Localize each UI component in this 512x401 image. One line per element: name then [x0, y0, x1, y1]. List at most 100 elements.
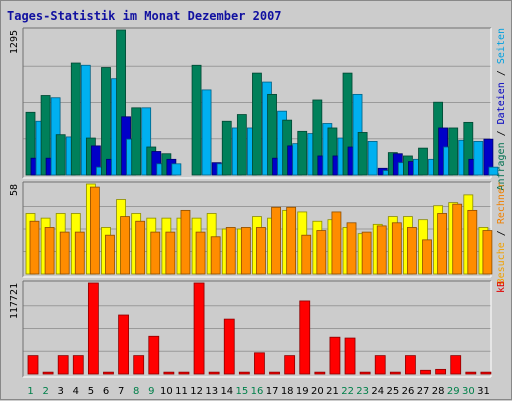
bar-kb-day-12 — [193, 282, 205, 375]
bar-anfragen-day-16 — [252, 72, 262, 176]
bar-seiten-day-31 — [488, 166, 499, 176]
bar-rechner-day-13 — [210, 236, 221, 275]
bar-rechner-day-25 — [391, 222, 402, 275]
legend-entry: Rechner — [496, 182, 507, 224]
bar-dateien-day-31 — [483, 138, 494, 176]
bar-rechner-day-24 — [376, 225, 387, 275]
x-tick-label-day-5: 5 — [88, 386, 94, 397]
bar-rechner-day-20 — [316, 230, 327, 275]
right-legend-label: Anfragen / Dateien / Seiten — [496, 28, 507, 191]
bar-dateien-day-5 — [90, 145, 101, 176]
y-axis-max-label: 58 — [9, 184, 20, 196]
bar-kb-day-11 — [178, 371, 190, 375]
bar-kb-day-23 — [359, 371, 371, 375]
bar-rechner-day-30 — [467, 209, 478, 275]
x-tick-label-day-23: 23 — [356, 386, 369, 397]
bar-kb-day-29 — [450, 355, 462, 375]
bar-rechner-day-18 — [286, 206, 297, 275]
legend-entry: / — [496, 124, 507, 142]
x-tick-label-day-31: 31 — [477, 386, 490, 397]
bar-rechner-day-1 — [29, 220, 40, 275]
bar-rechner-day-5 — [89, 186, 100, 275]
bar-anfragen-day-6 — [101, 67, 111, 176]
bar-rechner-day-14 — [225, 227, 236, 275]
bar-kb-day-6 — [103, 371, 114, 375]
bar-anfragen-day-22 — [342, 72, 353, 176]
bar-kb-day-10 — [163, 371, 175, 375]
y-axis-max-label: 1295 — [9, 30, 20, 54]
bar-seiten-day-8 — [141, 107, 152, 176]
legend-entry: Anfragen — [496, 142, 507, 190]
x-tick-label-day-12: 12 — [190, 386, 203, 397]
bar-rechner-day-16 — [256, 227, 266, 275]
legend-entry: Dateien — [496, 82, 507, 124]
bar-anfragen-day-4 — [70, 62, 81, 176]
x-tick-label-day-2: 2 — [42, 386, 48, 397]
bar-rechner-day-23 — [361, 231, 372, 275]
legend-entry: Besuche — [496, 242, 507, 284]
bar-anfragen-day-19 — [297, 130, 308, 176]
bar-anfragen-day-14 — [221, 120, 232, 176]
bar-kb-day-5 — [87, 282, 99, 375]
x-tick-label-day-22: 22 — [341, 386, 354, 397]
bar-kb-day-15 — [238, 371, 250, 375]
bar-rechner-day-4 — [74, 231, 85, 275]
bar-kb-day-2 — [42, 371, 54, 375]
bar-kb-day-18 — [284, 355, 296, 375]
bar-seiten-day-4 — [80, 64, 91, 176]
x-tick-label-day-28: 28 — [432, 386, 445, 397]
x-tick-label-day-11: 11 — [175, 386, 188, 397]
bar-kb-day-27 — [420, 369, 431, 375]
bar-rechner-day-29 — [452, 203, 463, 275]
x-tick-label-day-9: 9 — [148, 386, 154, 397]
bar-kb-day-8 — [133, 355, 145, 375]
bar-anfragen-day-15 — [236, 114, 247, 176]
bar-anfragen-day-23 — [357, 132, 368, 176]
bar-anfragen-day-17 — [267, 93, 277, 176]
x-tick-label-day-27: 27 — [417, 386, 430, 397]
bar-kb-day-19 — [299, 300, 311, 375]
bar-kb-day-24 — [374, 355, 386, 375]
bar-kb-day-22 — [344, 337, 356, 375]
bar-anfragen-day-20 — [312, 99, 323, 176]
bar-anfragen-day-21 — [327, 127, 338, 176]
bar-anfragen-day-30 — [463, 121, 474, 176]
bar-anfragen-day-3 — [55, 134, 66, 176]
bar-kb-day-9 — [148, 335, 160, 375]
x-tick-label-day-10: 10 — [160, 386, 173, 397]
chart-title: Tages-Statistik im Monat Dezember 2007 — [7, 9, 282, 23]
bar-rechner-day-2 — [44, 227, 55, 275]
bar-kb-day-28 — [435, 368, 447, 375]
y-axis-max-label: 117721 — [9, 283, 20, 319]
x-tick-label-day-8: 8 — [133, 386, 139, 397]
x-tick-label-day-14: 14 — [220, 386, 233, 397]
bar-anfragen-day-12 — [191, 64, 202, 176]
bar-seiten-day-30 — [473, 141, 484, 176]
bar-kb-day-13 — [208, 371, 220, 375]
bar-kb-day-31 — [480, 371, 492, 375]
bar-seiten-day-10 — [171, 163, 182, 176]
x-tick-label-day-25: 25 — [387, 386, 400, 397]
legend-entry: kB — [496, 281, 507, 293]
bar-rechner-day-19 — [301, 234, 312, 275]
bar-kb-day-3 — [57, 355, 69, 375]
bar-kb-day-1 — [27, 355, 39, 375]
bar-kb-day-16 — [254, 352, 265, 375]
bar-kb-day-14 — [223, 318, 235, 375]
x-tick-label-day-7: 7 — [118, 386, 124, 397]
legend-entry: / — [496, 64, 507, 82]
x-tick-label-day-17: 17 — [266, 386, 279, 397]
bar-kb-day-30 — [465, 371, 477, 375]
bar-rechner-day-8 — [135, 220, 146, 275]
right-legend-label: Besuche / Rechner — [496, 182, 507, 284]
bar-kb-day-21 — [329, 336, 341, 375]
bar-rechner-day-26 — [407, 227, 417, 275]
x-tick-label-day-15: 15 — [236, 386, 249, 397]
x-tick-label-day-30: 30 — [462, 386, 475, 397]
x-tick-label-day-4: 4 — [73, 386, 79, 397]
bar-anfragen-day-2 — [40, 95, 51, 176]
x-tick-label-day-16: 16 — [251, 386, 264, 397]
x-tick-label-day-3: 3 — [58, 386, 64, 397]
